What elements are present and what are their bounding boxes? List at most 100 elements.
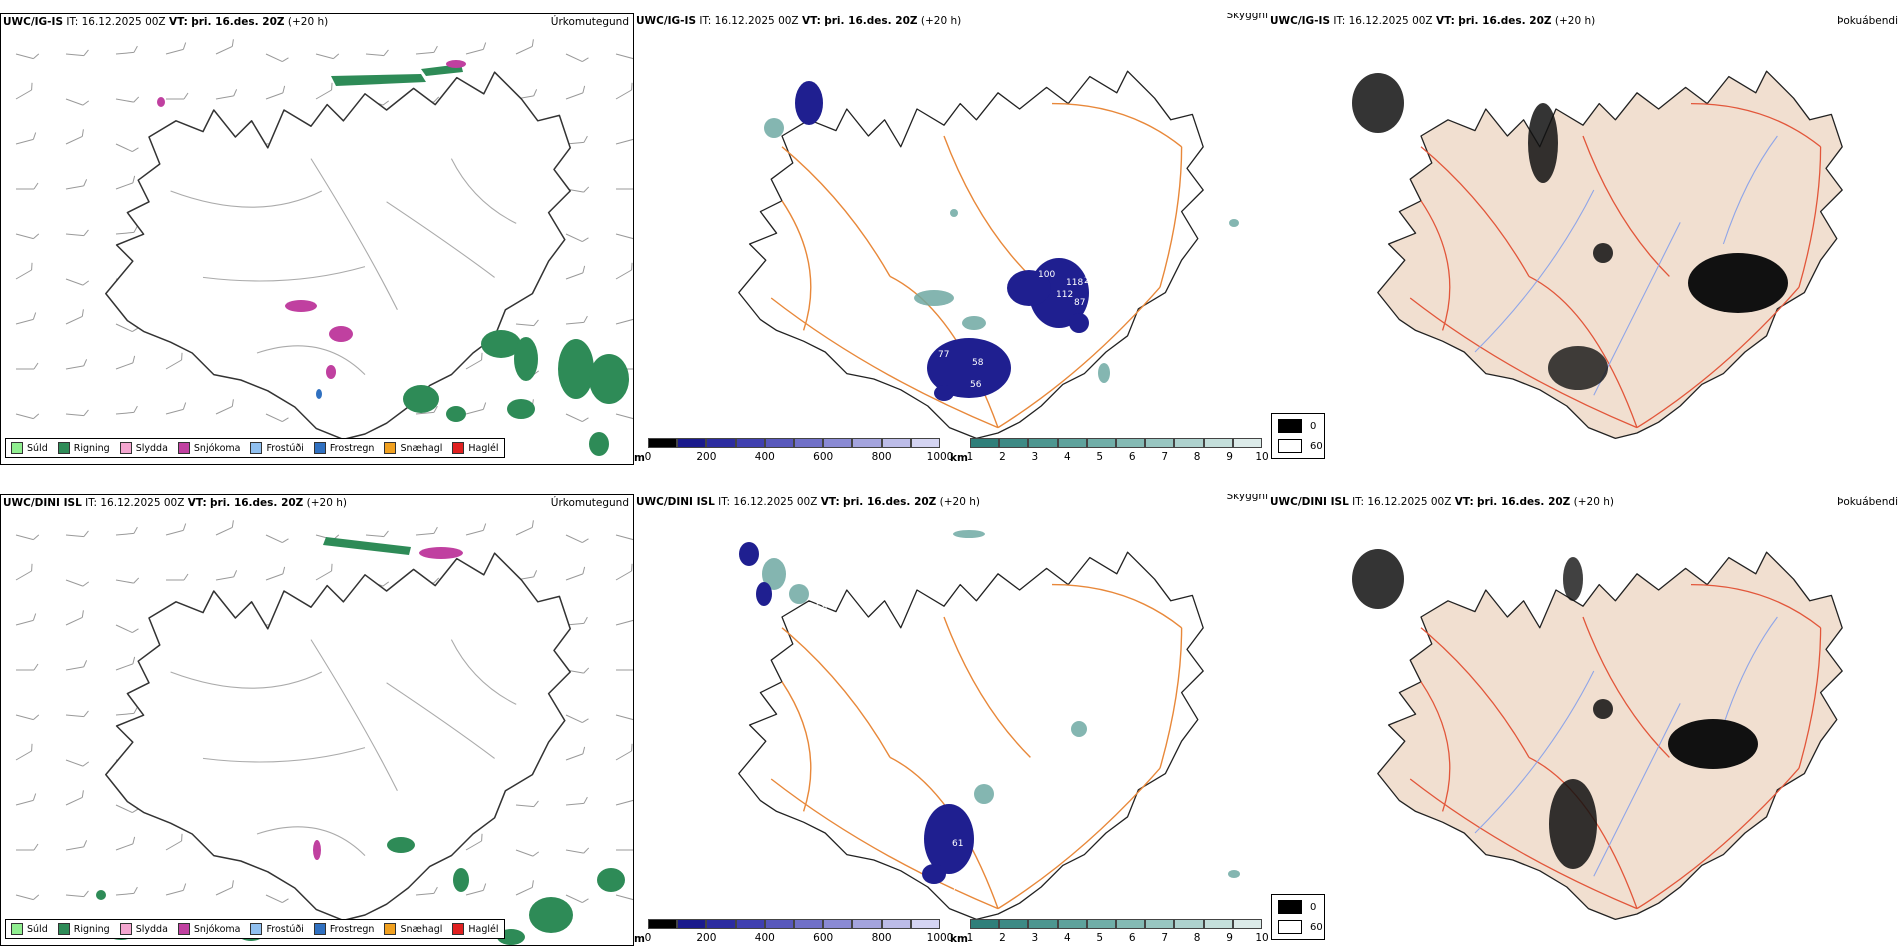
wind-barb [65, 579, 90, 587]
contour-line [310, 639, 398, 792]
ceiling-label: 77 [938, 350, 949, 360]
colorbar-segment [794, 438, 824, 448]
fog-legend: 0 60 [1271, 894, 1325, 940]
wind-barb [65, 790, 84, 806]
colorbar-tick: 10 [1255, 932, 1268, 944]
wind-barb [65, 759, 90, 767]
colorbar-segment [881, 919, 911, 929]
wind-barb [65, 530, 89, 538]
road-line [1798, 627, 1822, 769]
wind-barb [515, 849, 540, 857]
road-line [1409, 297, 1638, 429]
colorbar-segment [1028, 919, 1058, 929]
road-line [943, 616, 1031, 758]
low-visibility-areas [764, 118, 1239, 383]
colorbar-segment [852, 438, 882, 448]
colorbar-segment [910, 438, 940, 448]
wind-barb [115, 96, 140, 103]
snow-areas [313, 547, 463, 860]
colorbar-segment [1116, 919, 1146, 929]
wind-barb [15, 743, 33, 761]
wind-barb [65, 98, 90, 106]
colorbar-tick: 6 [1128, 932, 1136, 944]
snow-areas [157, 60, 466, 379]
road-line [1159, 146, 1183, 288]
wind-barb [565, 85, 586, 100]
fog-areas [1352, 73, 1788, 390]
panel-title: Skyggni [1226, 494, 1269, 502]
colorbar-tick: 200 [696, 451, 717, 463]
precip-type-legend: Súld Rigning Slydda Snjókoma Frostúði Fr… [5, 438, 505, 458]
road-line [1636, 767, 1800, 910]
fog-legend: 0 60 [1271, 413, 1325, 459]
visibility-panel-row2: UWC/DINI ISL IT: 16.12.2025 00Z VT: þri.… [634, 494, 1268, 946]
wind-barb [115, 577, 140, 584]
river-network [1474, 616, 1778, 877]
ceiling-colorbar: m 0 200 400 600 800 1000 [634, 919, 953, 946]
panel-header: UWC/IG-IS IT: 16.12.2025 00Z VT: þri. 16… [3, 16, 329, 28]
legend-item: Rigning [57, 442, 110, 454]
colorbar-tick: 10 [1255, 451, 1268, 463]
wind-barb [515, 880, 534, 896]
ceiling-label: 20 [1084, 276, 1096, 286]
ceiling-label: 73 [952, 883, 963, 893]
fog-index-panel-row1: UWC/IG-IS IT: 16.12.2025 00Z VT: þri. 16… [1268, 13, 1900, 465]
wind-barb [565, 534, 589, 544]
wind-barb [15, 894, 40, 901]
wind-barb [15, 132, 37, 145]
wind-barb [215, 570, 238, 581]
visibility-panel-row1: UWC/IG-IS IT: 16.12.2025 00Z VT: þri. 16… [634, 13, 1268, 465]
wind-barb [515, 800, 539, 808]
wind-barb [65, 278, 90, 286]
colorbar-segment [881, 438, 911, 448]
wind-barb [515, 39, 534, 55]
wind-barb [115, 886, 138, 896]
wind-barb [565, 53, 589, 63]
road-line [943, 135, 1031, 277]
wind-barb [115, 45, 138, 55]
legend-item: Snæhagl [384, 923, 442, 935]
colorbar-tick: 7 [1161, 451, 1168, 463]
wind-barb [166, 92, 189, 100]
panel-header: UWC/DINI ISL IT: 16.12.2025 00Z VT: þri.… [636, 496, 980, 508]
panel-title: Skyggni [1226, 13, 1269, 21]
wind-barb [65, 309, 84, 325]
precip-type-panel-row1: UWC/IG-IS IT: 16.12.2025 00Z VT: þri. 16… [0, 13, 634, 465]
colorbar-tick: 4 [1063, 451, 1071, 463]
fog-index-panel-row2: UWC/DINI ISL IT: 16.12.2025 00Z VT: þri.… [1268, 494, 1900, 946]
wind-barb [165, 833, 183, 851]
frozen-rain-areas [316, 389, 322, 399]
colorbar-tick: 8 [1193, 932, 1201, 944]
road-line [1690, 583, 1822, 629]
colorbar-tick: 0 [644, 451, 652, 463]
wind-barb [565, 894, 589, 904]
panel-header: UWC/IG-IS IT: 16.12.2025 00Z VT: þri. 16… [636, 15, 962, 27]
wind-barb [165, 42, 187, 55]
low-ceiling-areas [739, 542, 974, 884]
wind-barb [15, 82, 33, 100]
wind-barb [565, 796, 588, 806]
colorbar-tick: 0 [644, 932, 652, 944]
rain-areas [331, 64, 629, 456]
colorbar-segment [910, 919, 940, 929]
colorbar-tick: 8 [1193, 451, 1201, 463]
wind-barb [615, 82, 633, 100]
wind-barb [615, 262, 633, 280]
iceland-map [1352, 549, 1843, 921]
colorbar-segment [1086, 919, 1116, 929]
colorbar-tick: 400 [754, 932, 775, 944]
colorbar-segment [677, 919, 707, 929]
wind-barb [615, 563, 633, 581]
wind-barb [115, 143, 139, 153]
wind-barb [16, 663, 39, 671]
wind-barb [16, 182, 39, 190]
terrain-contours [170, 639, 517, 856]
wind-barb [15, 714, 40, 721]
wind-barb [615, 743, 633, 761]
wind-barb [215, 89, 238, 100]
contour-line [170, 190, 323, 208]
ceiling-label: 158 [810, 603, 827, 613]
wind-barb [615, 233, 633, 240]
colorbar-segment [1203, 438, 1233, 448]
terrain-contours [170, 158, 517, 375]
